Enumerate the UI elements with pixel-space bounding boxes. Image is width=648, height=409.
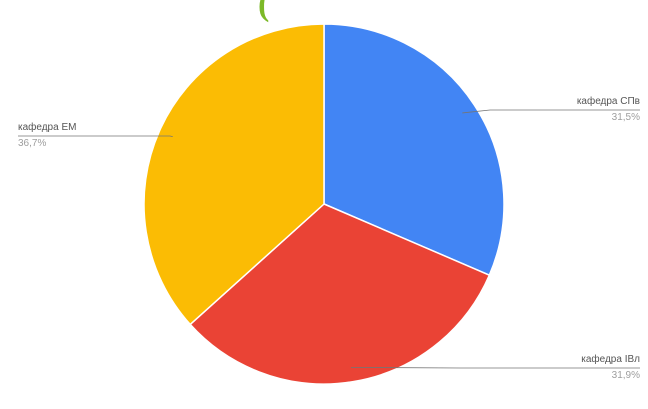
pie-slice-2 <box>189 203 491 385</box>
chart-title-fragment: ( <box>258 0 271 23</box>
pie-slice-3 <box>143 23 325 326</box>
slice-percent-1: 31,5% <box>612 112 640 123</box>
leader-line-1 <box>462 109 640 114</box>
slice-label-2: кафедра ІВл <box>581 353 640 365</box>
leader-line-2 <box>350 366 640 369</box>
slice-percent-2: 31,9% <box>612 370 640 381</box>
slice-label-3: кафедра ЕМ <box>18 121 76 133</box>
pie-slice-1 <box>323 23 505 277</box>
slice-percent-3: 36,7% <box>18 138 46 149</box>
leader-line-3 <box>18 135 173 138</box>
slice-label-1: кафедра СПв <box>577 95 640 107</box>
